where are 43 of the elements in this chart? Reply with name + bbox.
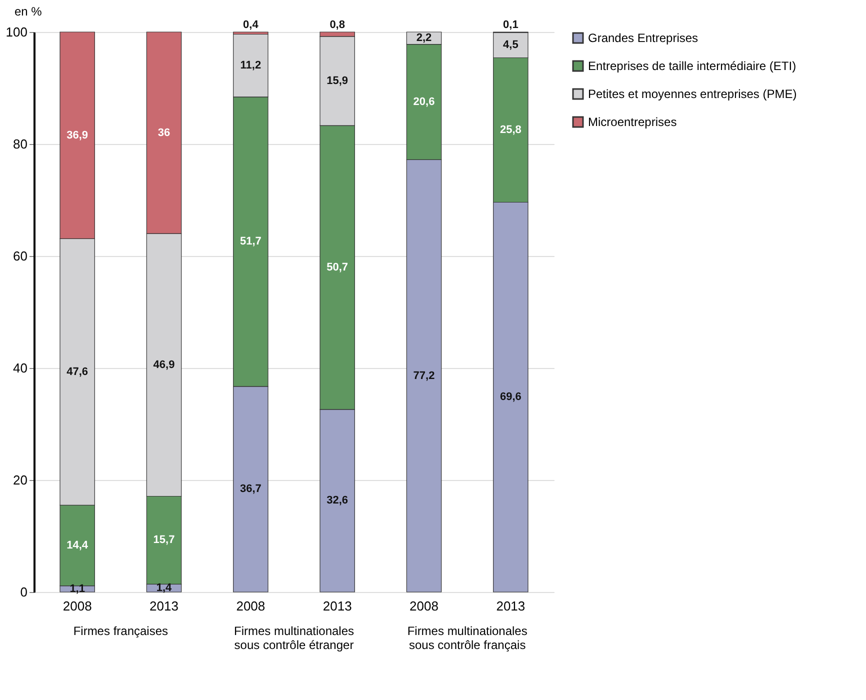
y-tick-label: 40 xyxy=(13,360,28,376)
text: 36,7 xyxy=(240,483,262,496)
text: Firmes multinationales sous contrôle français xyxy=(407,624,528,652)
y-tick-label: 100 xyxy=(6,24,28,40)
text: 0,1 xyxy=(503,19,518,31)
text: 20,6 xyxy=(413,96,435,108)
y-axis-title: en % xyxy=(14,4,42,18)
text: 77,2 xyxy=(413,370,435,382)
legend-label: Microentreprises xyxy=(588,115,677,129)
text: 15,9 xyxy=(326,75,348,87)
text: 4,5 xyxy=(503,39,518,52)
text: 50,7 xyxy=(326,261,348,274)
y-tick-label: 60 xyxy=(13,248,28,264)
legend-label: Grandes Entreprises xyxy=(588,31,698,45)
legend-label: Petites et moyennes entreprises (PME) xyxy=(588,87,797,101)
text: 14,4 xyxy=(66,540,88,552)
x-tick-label: 2008 xyxy=(62,598,92,614)
text: 1,1 xyxy=(70,582,85,595)
legend-label: Entreprises de taille intermédiaire (ETI) xyxy=(588,59,796,73)
text: 11,2 xyxy=(240,60,262,72)
text: 51,7 xyxy=(240,236,262,248)
x-tick-label: 2013 xyxy=(150,598,178,614)
y-tick-label: 0 xyxy=(20,584,28,600)
y-tick-label: 80 xyxy=(13,136,28,152)
text: Firmes françaises xyxy=(73,624,168,638)
text: 2,2 xyxy=(416,32,432,44)
text: 0,4 xyxy=(243,19,258,31)
x-tick-label: 2013 xyxy=(322,598,352,614)
text: 1,4 xyxy=(156,582,172,594)
text: 46,9 xyxy=(153,358,175,371)
x-tick-label: 2013 xyxy=(496,598,526,614)
text: 47,6 xyxy=(66,366,88,378)
text: 32,6 xyxy=(326,494,348,507)
text: 36 xyxy=(158,126,170,139)
text: 0,8 xyxy=(330,19,345,31)
y-tick-label: 20 xyxy=(13,472,28,488)
text: 69,6 xyxy=(500,391,522,404)
x-tick-label: 2008 xyxy=(236,598,266,614)
text: 25,8 xyxy=(500,124,522,136)
text: 36,9 xyxy=(66,129,88,142)
text: 15,7 xyxy=(153,534,175,546)
x-tick-label: 2008 xyxy=(410,598,438,614)
text: Firmes multinationales sous contrôle étranger xyxy=(234,624,354,652)
